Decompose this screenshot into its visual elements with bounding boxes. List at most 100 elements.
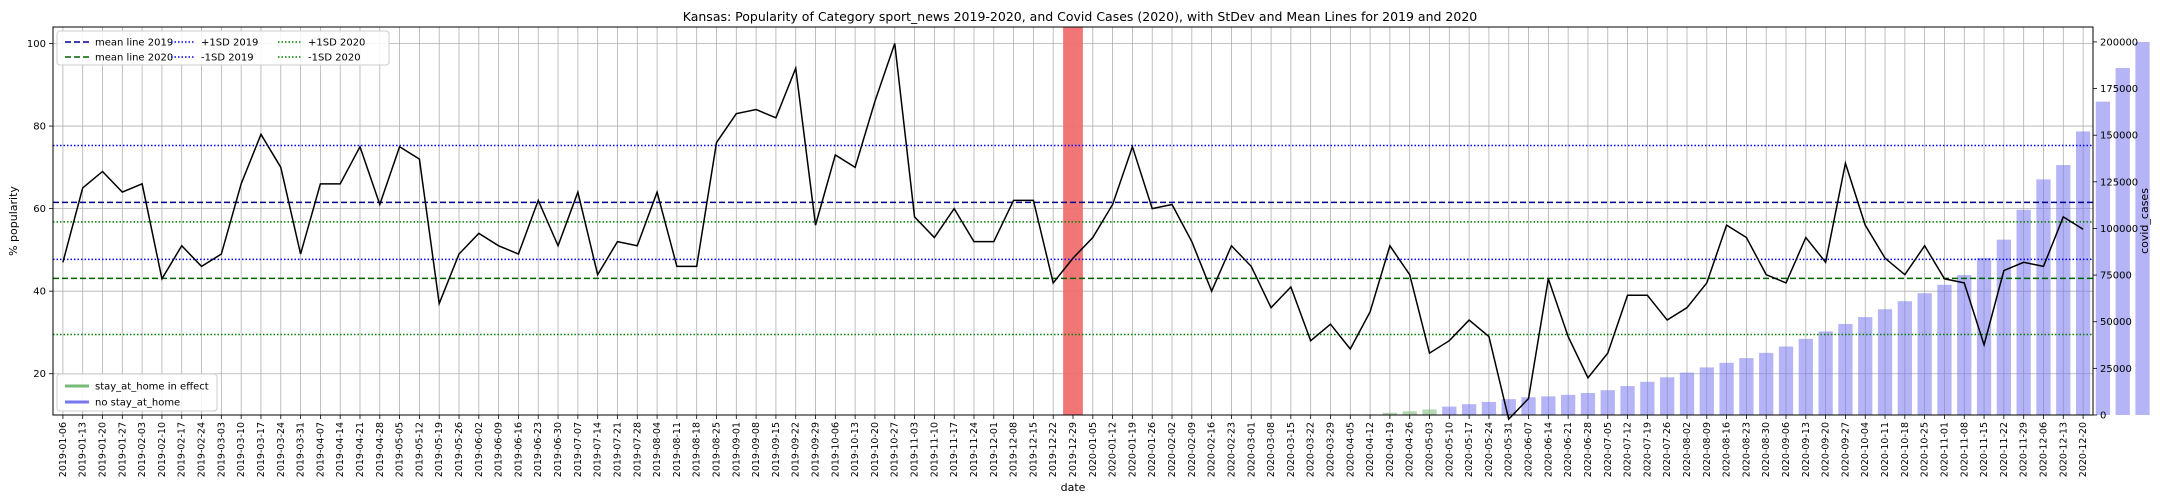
covid-bar [1937, 284, 1952, 415]
x-tick-label: 2020-08-30 [1761, 422, 1772, 477]
x-tick-label: 2020-02-16 [1207, 422, 1218, 477]
x-tick-label: 2020-02-02 [1167, 422, 1178, 477]
covid-bar [1600, 390, 1615, 415]
legend-covid-bars: stay_at_home in effect no stay_at_home [56, 373, 218, 412]
covid-bar [1561, 394, 1576, 415]
y-tick-label: 20 [33, 369, 46, 380]
legend-box [56, 30, 390, 66]
covid-bar [2036, 179, 2051, 415]
x-tick-label: 2020-03-22 [1306, 422, 1317, 477]
y2-tick-label: 150000 [2100, 131, 2138, 142]
covid-bar [1996, 239, 2012, 415]
x-tick-label: 2020-09-27 [1840, 422, 1851, 477]
x-tick-label: 2019-03-10 [236, 422, 247, 477]
x-tick-label: 2019-06-02 [474, 422, 485, 477]
x-tick-label: 2019-08-25 [711, 422, 722, 477]
x-tick-label: 2019-07-07 [573, 422, 584, 477]
y2-tick-label: 50000 [2100, 317, 2132, 328]
x-tick-label: 2019-08-18 [692, 422, 703, 477]
x-tick-label: 2019-12-29 [1068, 422, 1079, 477]
x-tick-label: 2020-06-28 [1583, 422, 1594, 477]
x-tick-label: 2019-06-09 [494, 422, 505, 477]
x-tick-label: 2019-09-29 [811, 422, 822, 477]
covid-bar [1402, 411, 1417, 415]
x-tick-label: 2019-10-20 [870, 422, 881, 477]
x-tick-label: 2019-04-14 [335, 422, 346, 477]
x-tick-label: 2020-12-06 [2038, 422, 2049, 477]
x-tick-label: 2019-01-13 [78, 422, 89, 477]
x-tick-label: 2020-05-03 [1425, 422, 1436, 477]
y2-tick-label: 75000 [2100, 271, 2132, 282]
x-tick-label: 2020-05-31 [1504, 422, 1515, 477]
x-tick-label: 2019-08-11 [672, 422, 683, 477]
x-tick-label: 2019-02-03 [137, 422, 148, 477]
y-tick-label: 60 [33, 204, 46, 215]
x-tick-label: 2020-09-20 [1821, 422, 1832, 477]
x-tick-label: 2020-06-14 [1543, 422, 1554, 477]
x-tick-label: 2020-10-04 [1860, 422, 1871, 477]
legend-box [56, 373, 218, 412]
chart-title: Kansas: Popularity of Category sport_new… [683, 9, 1478, 24]
x-tick-label: 2020-08-02 [1682, 422, 1693, 477]
y2-tick-label: 100000 [2100, 224, 2138, 235]
x-tick-label: 2019-02-17 [177, 422, 188, 477]
x-tick-label: 2020-11-29 [2019, 422, 2030, 477]
covid-bar [1679, 372, 1695, 415]
x-tick-label: 2019-09-01 [731, 422, 742, 477]
x-tick-label: 2020-01-26 [1147, 422, 1158, 477]
covid-bar [1838, 323, 1853, 415]
x-tick-label: 2019-09-22 [791, 422, 802, 477]
x-tick-label: 2019-05-26 [454, 422, 465, 477]
y2-tick-label: 25000 [2100, 364, 2132, 375]
x-tick-label: 2020-03-29 [1325, 422, 1336, 477]
covid-bar [2095, 101, 2111, 415]
covid-bar [1521, 397, 1536, 415]
axes: 2019-01-06 2019-01-13 2019-01-20 2019-01-27… [27, 37, 2138, 477]
x-tick-label: 2020-12-13 [2058, 422, 2069, 477]
y-tick-label: 40 [33, 287, 46, 298]
x-tick-label: 2019-06-23 [533, 422, 544, 477]
x-tick-label: 2020-08-23 [1741, 422, 1752, 477]
covid-bar [1897, 301, 1912, 415]
x-tick-label: 2019-09-08 [751, 422, 762, 477]
x-tick-label: 2019-06-16 [513, 422, 524, 477]
x-axis-label: date [1061, 481, 1086, 494]
covid-bar [2016, 209, 2031, 415]
x-tick-label: 2020-07-05 [1603, 422, 1614, 477]
grid [53, 27, 2093, 415]
x-tick-label: 2020-04-05 [1345, 422, 1356, 477]
x-tick-label: 2019-06-30 [553, 422, 564, 477]
covid-bar [2075, 131, 2091, 415]
covid-bar [1442, 406, 1457, 415]
covid-bar [1917, 293, 1932, 415]
x-tick-label: 2019-09-15 [771, 422, 782, 477]
covid-bar [1620, 386, 1635, 415]
x-tick-label: 2020-09-13 [1801, 422, 1812, 477]
x-tick-label: 2020-10-18 [1900, 422, 1911, 477]
x-tick-label: 2019-07-21 [612, 422, 623, 477]
covid-bar [1580, 392, 1596, 415]
x-tick-label: 2020-07-26 [1662, 422, 1673, 477]
covid-bar [1699, 367, 1714, 415]
x-tick-label: 2019-07-28 [632, 422, 643, 477]
covid-bar [1976, 257, 1992, 415]
legend-label: mean line 2020 [95, 53, 173, 64]
legend-label: +1SD 2020 [308, 38, 365, 49]
x-tick-label: 2019-12-01 [989, 422, 1000, 477]
x-tick-label: 2020-05-10 [1444, 422, 1455, 477]
x-tick-label: 2020-12-20 [2078, 422, 2089, 477]
x-tick-label: 2020-04-19 [1385, 422, 1396, 477]
x-tick-label: 2019-11-03 [910, 422, 921, 477]
legend-label: stay_at_home in effect [95, 382, 209, 393]
covid-bar [1858, 317, 1873, 415]
x-tick-label: 2020-02-09 [1187, 422, 1198, 477]
popularity-line-layer [62, 43, 2084, 421]
y2-tick-label: 125000 [2100, 177, 2138, 188]
legend-reference-lines: mean line 2019 mean line 2020 +1SD 2019 -1S… [56, 30, 390, 66]
x-tick-label: 2019-05-05 [395, 422, 406, 477]
x-tick-label: 2020-08-09 [1702, 422, 1713, 477]
x-tick-label: 2019-03-31 [296, 422, 307, 477]
x-tick-label: 2020-04-26 [1405, 422, 1416, 477]
legend-label: mean line 2019 [95, 38, 173, 49]
x-tick-label: 2020-10-11 [1880, 422, 1891, 477]
